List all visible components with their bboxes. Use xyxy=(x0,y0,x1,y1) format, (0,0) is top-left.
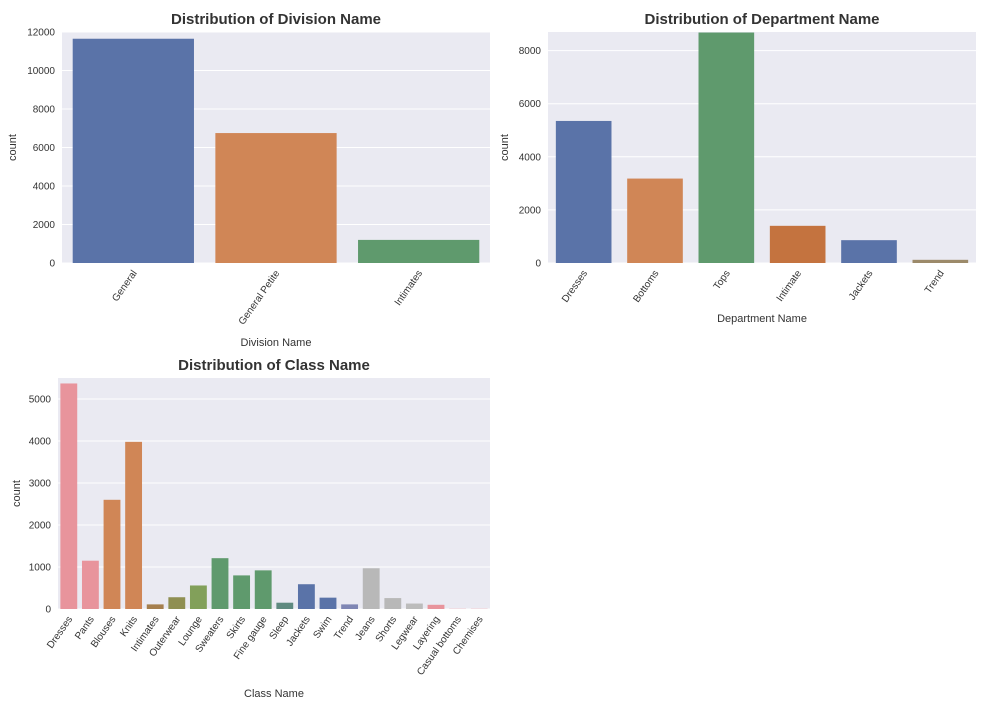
bar xyxy=(72,38,194,263)
y-tick-label: 1000 xyxy=(29,563,52,574)
y-tick-label: 4000 xyxy=(29,437,52,448)
y-tick-label: 3000 xyxy=(29,479,52,490)
bar xyxy=(358,239,480,263)
x-tick-label: Swim xyxy=(311,614,334,640)
y-axis-label: count xyxy=(499,134,511,161)
bar xyxy=(189,585,207,609)
bar xyxy=(146,604,164,609)
y-tick-label: 12000 xyxy=(27,28,55,39)
bar xyxy=(384,598,402,609)
x-axis-label: Department Name xyxy=(717,313,807,325)
bar xyxy=(698,32,755,263)
chart-3: 010002000300040005000DressesPantsBlouses… xyxy=(11,357,490,700)
bar xyxy=(103,499,121,609)
x-tick-label: Trend xyxy=(332,614,356,641)
y-tick-label: 8000 xyxy=(33,105,56,116)
bar xyxy=(233,575,251,609)
x-axis-label: Class Name xyxy=(244,688,304,700)
x-tick-label: Trend xyxy=(923,268,947,295)
bar xyxy=(427,604,445,609)
bar xyxy=(211,558,229,609)
x-tick-label: Intimate xyxy=(775,268,805,304)
plot-area xyxy=(58,378,490,609)
x-tick-label: Dresses xyxy=(45,614,75,650)
x-tick-label: General xyxy=(110,268,139,303)
bar xyxy=(405,603,423,609)
bar xyxy=(168,597,186,609)
y-tick-label: 2000 xyxy=(33,220,56,231)
y-tick-label: 0 xyxy=(535,259,541,270)
chart-title: Distribution of Class Name xyxy=(178,357,370,374)
y-tick-label: 0 xyxy=(45,605,51,616)
bar xyxy=(627,178,683,263)
bar xyxy=(555,120,612,263)
y-tick-label: 2000 xyxy=(29,521,52,532)
bar xyxy=(297,584,315,609)
y-tick-label: 4000 xyxy=(519,152,542,163)
y-axis-label: count xyxy=(11,480,23,507)
bar xyxy=(362,568,380,609)
bar xyxy=(125,441,143,609)
bar xyxy=(769,225,826,263)
x-tick-label: Knits xyxy=(118,614,140,639)
bar xyxy=(841,240,897,263)
y-axis-label: count xyxy=(7,134,19,161)
y-tick-label: 10000 xyxy=(27,66,55,77)
x-tick-label: General Petite xyxy=(237,268,283,327)
y-tick-label: 4000 xyxy=(33,182,56,193)
y-tick-label: 2000 xyxy=(519,205,542,216)
bar xyxy=(215,133,337,263)
y-tick-label: 0 xyxy=(49,259,55,270)
x-tick-label: Jackets xyxy=(847,268,875,302)
x-tick-label: Tops xyxy=(712,268,733,292)
bar xyxy=(319,597,337,609)
y-tick-label: 8000 xyxy=(519,46,542,57)
bar xyxy=(81,560,99,609)
bar xyxy=(276,602,294,609)
x-tick-label: Intimates xyxy=(393,268,425,308)
plot-area xyxy=(548,32,976,263)
y-tick-label: 6000 xyxy=(519,99,542,110)
bar xyxy=(912,259,969,263)
y-tick-label: 6000 xyxy=(33,143,56,154)
chart-title: Distribution of Division Name xyxy=(171,11,381,28)
bar xyxy=(341,604,359,609)
x-axis-label: Division Name xyxy=(241,337,312,349)
bar xyxy=(60,383,78,609)
chart-1: 0 2000 4000 6000 8000 10000 12000 General Genera… xyxy=(7,11,490,349)
x-tick-label: Bottoms xyxy=(631,268,661,304)
bar xyxy=(254,570,272,609)
chart-title: Distribution of Department Name xyxy=(644,11,879,28)
x-tick-label: Dresses xyxy=(560,268,590,304)
y-tick-label: 5000 xyxy=(29,395,52,406)
chart-2: 0 2000 4000 6000 8000 Dresses Bottoms Tops Intim… xyxy=(499,11,976,325)
